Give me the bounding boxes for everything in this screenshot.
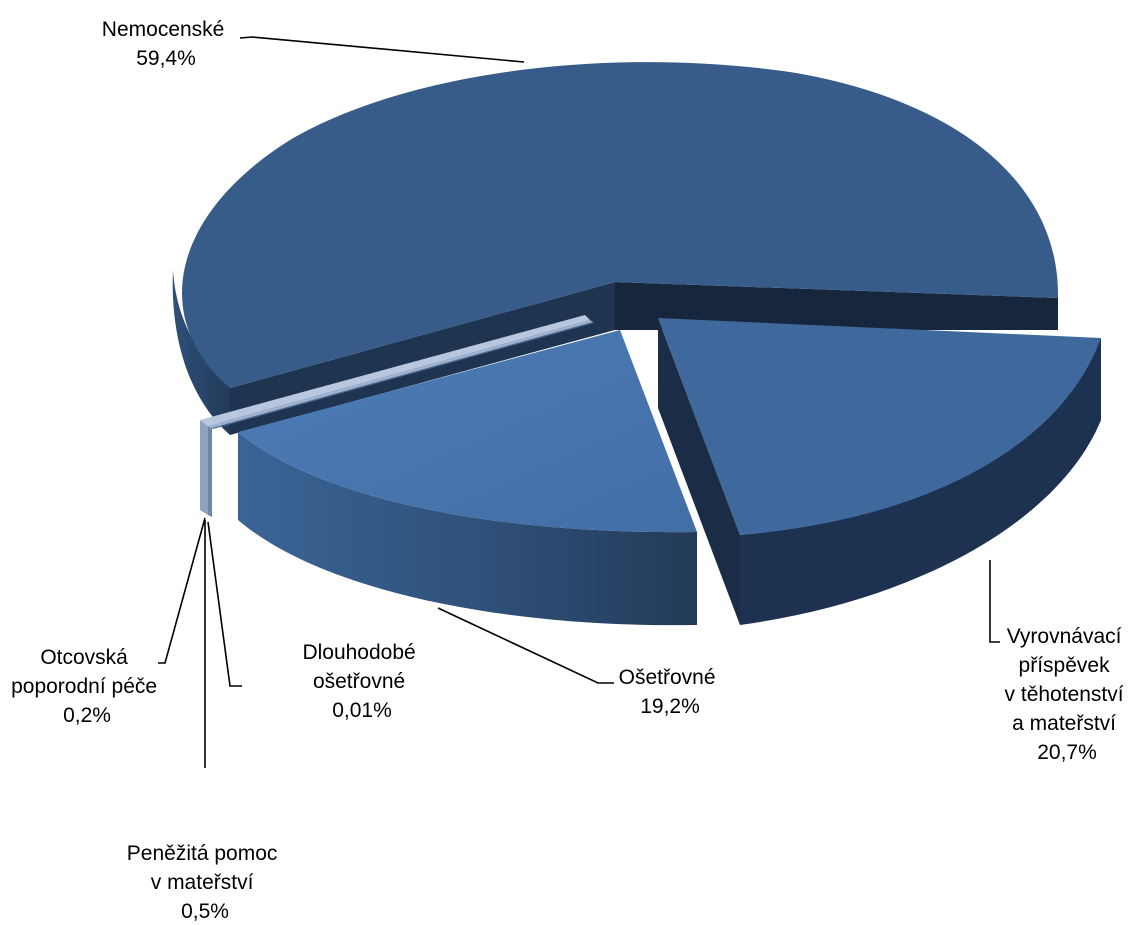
slice-penezita-side — [200, 420, 208, 515]
label-osetrovne-value: 19,2% — [640, 695, 700, 718]
slice-nemocenske-top — [182, 62, 1059, 388]
label-osetrovne-line: Ošetřovné — [619, 666, 716, 689]
label-osetrovne: Ošetřovné 19,2% — [619, 666, 722, 718]
label-dlouhodobe-line: ošetřovné — [313, 670, 405, 693]
label-otcovska-value: 0,2% — [63, 704, 111, 727]
label-penezita-value: 0,5% — [181, 900, 229, 923]
label-vyrovnavaci-value: 20,7% — [1037, 741, 1097, 764]
slice-vyrovnavaci-side — [740, 338, 1101, 625]
label-nemocenske-line: Nemocenské — [102, 18, 225, 41]
label-penezita: Peněžitá pomoc v mateřství 0,5% — [127, 842, 283, 923]
label-penezita-line: v mateřství — [151, 871, 254, 894]
slice-vyrovnavaci-top — [658, 318, 1101, 535]
label-vyrovnavaci-line: příspěvek — [1019, 654, 1111, 677]
slice-dlouhodobe — [212, 322, 594, 429]
slice-vyrovnavaci-cut-wall — [658, 318, 740, 625]
label-nemocenske: Nemocenské 59,4% — [102, 18, 230, 70]
slice-otcovska-top — [208, 320, 593, 428]
label-otcovska-line: Otcovská — [40, 646, 128, 669]
label-otcovska: Otcovská poporodní péče 0,2% — [11, 646, 163, 727]
leader-osetrovne — [437, 607, 614, 684]
label-nemocenske-value: 59,4% — [136, 47, 196, 70]
slice-osetrovne-side — [238, 432, 697, 626]
slice-osetrovne — [238, 330, 697, 626]
slice-osetrovne-top — [238, 330, 697, 533]
slice-otcovska — [208, 320, 593, 517]
label-otcovska-line: poporodní péče — [11, 675, 157, 698]
label-vyrovnavaci: Vyrovnávací příspěvek v těhotenství a ma… — [1005, 625, 1130, 764]
slice-penezita-top — [200, 315, 590, 426]
slice-penezita — [200, 315, 590, 515]
label-penezita-line: Peněžitá pomoc — [127, 842, 278, 865]
slice-otcovska-side — [208, 426, 212, 517]
leader-otcovska — [158, 517, 206, 664]
label-dlouhodobe-line: Dlouhodobé — [302, 641, 415, 664]
slice-vyrovnavaci — [658, 318, 1101, 625]
leader-lines — [158, 36, 1000, 768]
label-vyrovnavaci-line: v těhotenství — [1005, 683, 1124, 706]
leader-dlouhodobe — [207, 521, 242, 687]
leader-vyrovnavaci — [989, 560, 1000, 643]
label-vyrovnavaci-line: a mateřství — [1012, 712, 1116, 735]
slice-nemocenske-side — [172, 270, 230, 435]
label-vyrovnavaci-line: Vyrovnávací — [1007, 625, 1122, 648]
label-dlouhodobe: Dlouhodobé ošetřovné 0,01% — [302, 641, 421, 722]
leader-nemocenske — [239, 36, 525, 63]
label-dlouhodobe-value: 0,01% — [332, 699, 392, 722]
slice-labels: Nemocenské 59,4% Vyrovnávací příspěvek v… — [11, 18, 1130, 923]
